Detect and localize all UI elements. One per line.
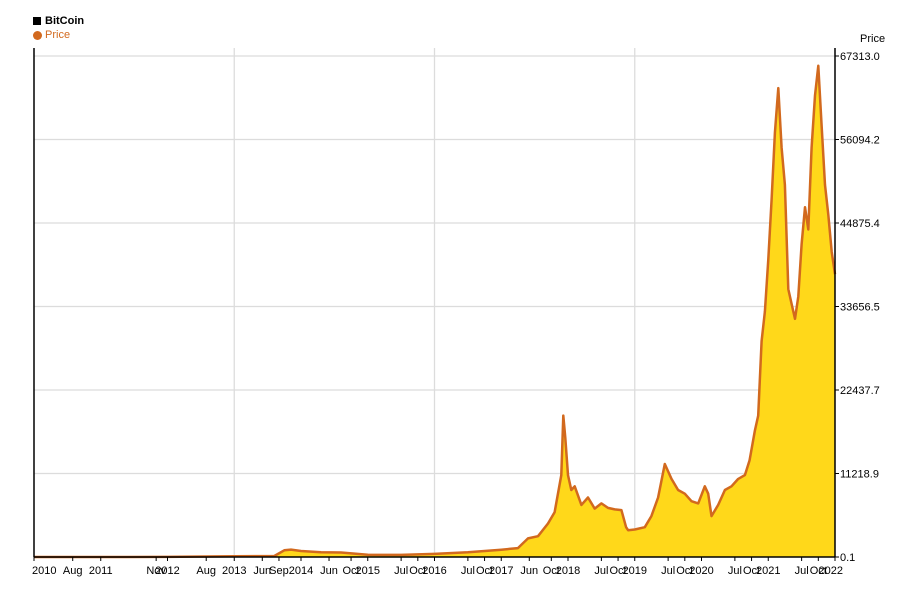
x-tick-label: Jul	[461, 565, 475, 577]
x-tick-label: Oct	[476, 565, 493, 577]
x-tick-label: 2020	[689, 565, 713, 577]
x-tick-label: 2016	[422, 565, 446, 577]
x-tick-label: 2021	[756, 565, 780, 577]
x-tick-label: 2011	[89, 565, 113, 577]
x-tick-label: Aug	[196, 565, 216, 577]
y-axis-ticks: 0.1 11218.9 22437.7 33656.5 44875.4 56094.2 67…	[835, 51, 880, 564]
y-tick-label: 56094.2	[840, 134, 880, 146]
x-tick-label: Jul	[728, 565, 742, 577]
y-tick-label: 11218.9	[840, 469, 879, 481]
price-area	[34, 65, 835, 558]
x-tick-label: 2012	[155, 565, 179, 577]
legend: BitCoin Price	[33, 14, 84, 42]
legend-series-label[interactable]: Price	[45, 29, 71, 41]
x-tick-label: Nov	[146, 565, 166, 577]
x-tick-label: Oct	[543, 565, 560, 577]
x-tick-label: Jul	[795, 565, 809, 577]
x-tick-label: Aug	[63, 565, 83, 577]
x-tick-label: Oct	[610, 565, 627, 577]
vertical-gridlines	[233, 48, 636, 557]
x-tick-label: Jun	[320, 565, 338, 577]
x-tick-label: Oct	[343, 565, 360, 577]
y-tick-label: 0.1	[840, 552, 855, 564]
x-tick-label: Oct	[676, 565, 693, 577]
y-tick-label: 44875.4	[840, 218, 880, 230]
x-tick-label: Oct	[810, 565, 827, 577]
x-tick-label: 2019	[623, 565, 647, 577]
series-dot-icon	[33, 30, 42, 40]
x-tick-label: 2015	[356, 565, 380, 577]
legend-title-row: BitCoin	[33, 14, 84, 28]
legend-title-square-icon	[33, 17, 41, 25]
x-tick-label: Oct	[743, 565, 760, 577]
y-tick-label: 33656.5	[840, 302, 880, 314]
x-tick-label: 2018	[556, 565, 580, 577]
x-tick-label: 2013	[222, 565, 246, 577]
legend-series-row[interactable]: Price	[33, 28, 84, 42]
y-tick-label: 67313.0	[840, 51, 880, 63]
y-axis-label: Price	[860, 33, 885, 45]
price-line	[34, 64, 837, 559]
x-tick-label: Sep	[269, 565, 289, 577]
x-tick-label: 2014	[289, 565, 313, 577]
chart-title: BitCoin	[45, 15, 85, 27]
x-tick-label: Jul	[661, 565, 675, 577]
y-tick-label: 22437.7	[840, 385, 880, 397]
x-tick-label: Jul	[594, 565, 608, 577]
x-tick-label: Jun	[253, 565, 271, 577]
x-tick-label: 2022	[819, 565, 843, 577]
x-tick-label: 2017	[489, 565, 513, 577]
x-tick-label: Jun	[520, 565, 538, 577]
x-tick-label: 2010	[32, 565, 56, 577]
x-tick-label: Jul	[394, 565, 408, 577]
x-tick-label: Oct	[409, 565, 426, 577]
